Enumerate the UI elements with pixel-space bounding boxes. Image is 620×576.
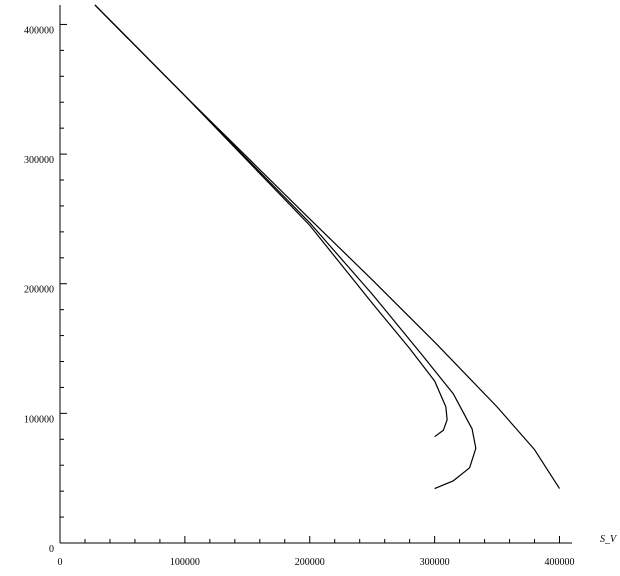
curve	[94, 4, 448, 438]
y-tick-label: 400000	[24, 25, 54, 36]
x-tick-label: 200000	[295, 557, 325, 568]
x-tick-label: 300000	[420, 557, 450, 568]
y-tick-label: 200000	[24, 285, 54, 296]
curve	[94, 4, 477, 490]
y-tick-label: 300000	[24, 155, 54, 166]
x-tick-label: 0	[58, 557, 63, 568]
x-tick-label: 400000	[545, 557, 575, 568]
y-tick-label: 0	[49, 544, 54, 555]
x-axis-label: S_V	[600, 534, 618, 545]
y-tick-label: 100000	[24, 414, 54, 425]
x-tick-label: 100000	[170, 557, 200, 568]
